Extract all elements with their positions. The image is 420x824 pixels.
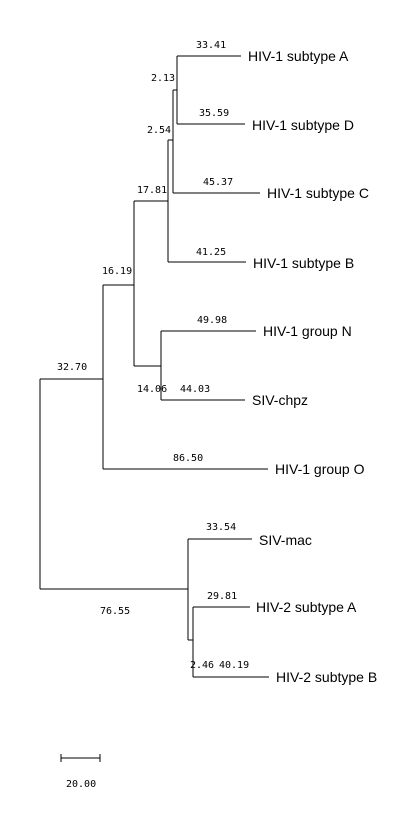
taxon-label: HIV-2 subtype A [256,599,357,615]
branch-length-hiv2-subtype-b: 40.19 [219,660,249,671]
branch-length-siv-mac: 33.54 [206,522,236,533]
branch-length-hiv1-m-n-chpz-clade: 16.19 [102,266,132,277]
branch-length-ad-clade: 2.13 [151,73,175,84]
taxon-label: HIV-1 subtype B [253,255,354,271]
branch-length-hiv2-ab-clade: 2.46 [190,660,214,671]
taxon-label: SIV-mac [259,532,312,548]
branch-length-hiv1-subtype-b: 41.25 [196,247,226,258]
branch-length-adcb-clade: 17.81 [137,185,167,196]
scale-bar: 20.00 [60,754,101,790]
branch-length-hiv1-subtype-c: 45.37 [203,177,233,188]
branch-length-hiv1-subtype-a: 33.41 [196,40,226,51]
taxon-label: SIV-chpz [252,392,308,408]
branch-length-n-chpz-clade: 14.06 [137,384,167,395]
taxon-label: HIV-1 subtype D [252,117,354,133]
branch-length-hiv2-subtype-a: 29.81 [207,591,237,602]
branch-length-hiv2-sivmac-clade: 76.55 [100,606,130,617]
branch-length-hiv1-subtype-d: 35.59 [199,108,229,119]
branch-length-hiv1-siv-cpz-clade: 32.70 [57,362,87,373]
branch-length-hiv1-group-n: 49.98 [197,315,227,326]
taxon-label: HIV-1 group O [275,461,365,477]
taxon-label: HIV-1 subtype C [267,185,369,201]
branch-length-adc-clade: 2.54 [147,125,171,136]
branch-length-siv-chpz: 44.03 [180,384,210,395]
taxon-label: HIV-1 subtype A [248,48,349,64]
taxon-label: HIV-1 group N [263,323,352,339]
branch-length-hiv1-group-o: 86.50 [173,453,203,464]
taxon-label: HIV-2 subtype B [276,669,377,685]
scale-bar-label: 20.00 [66,779,96,790]
